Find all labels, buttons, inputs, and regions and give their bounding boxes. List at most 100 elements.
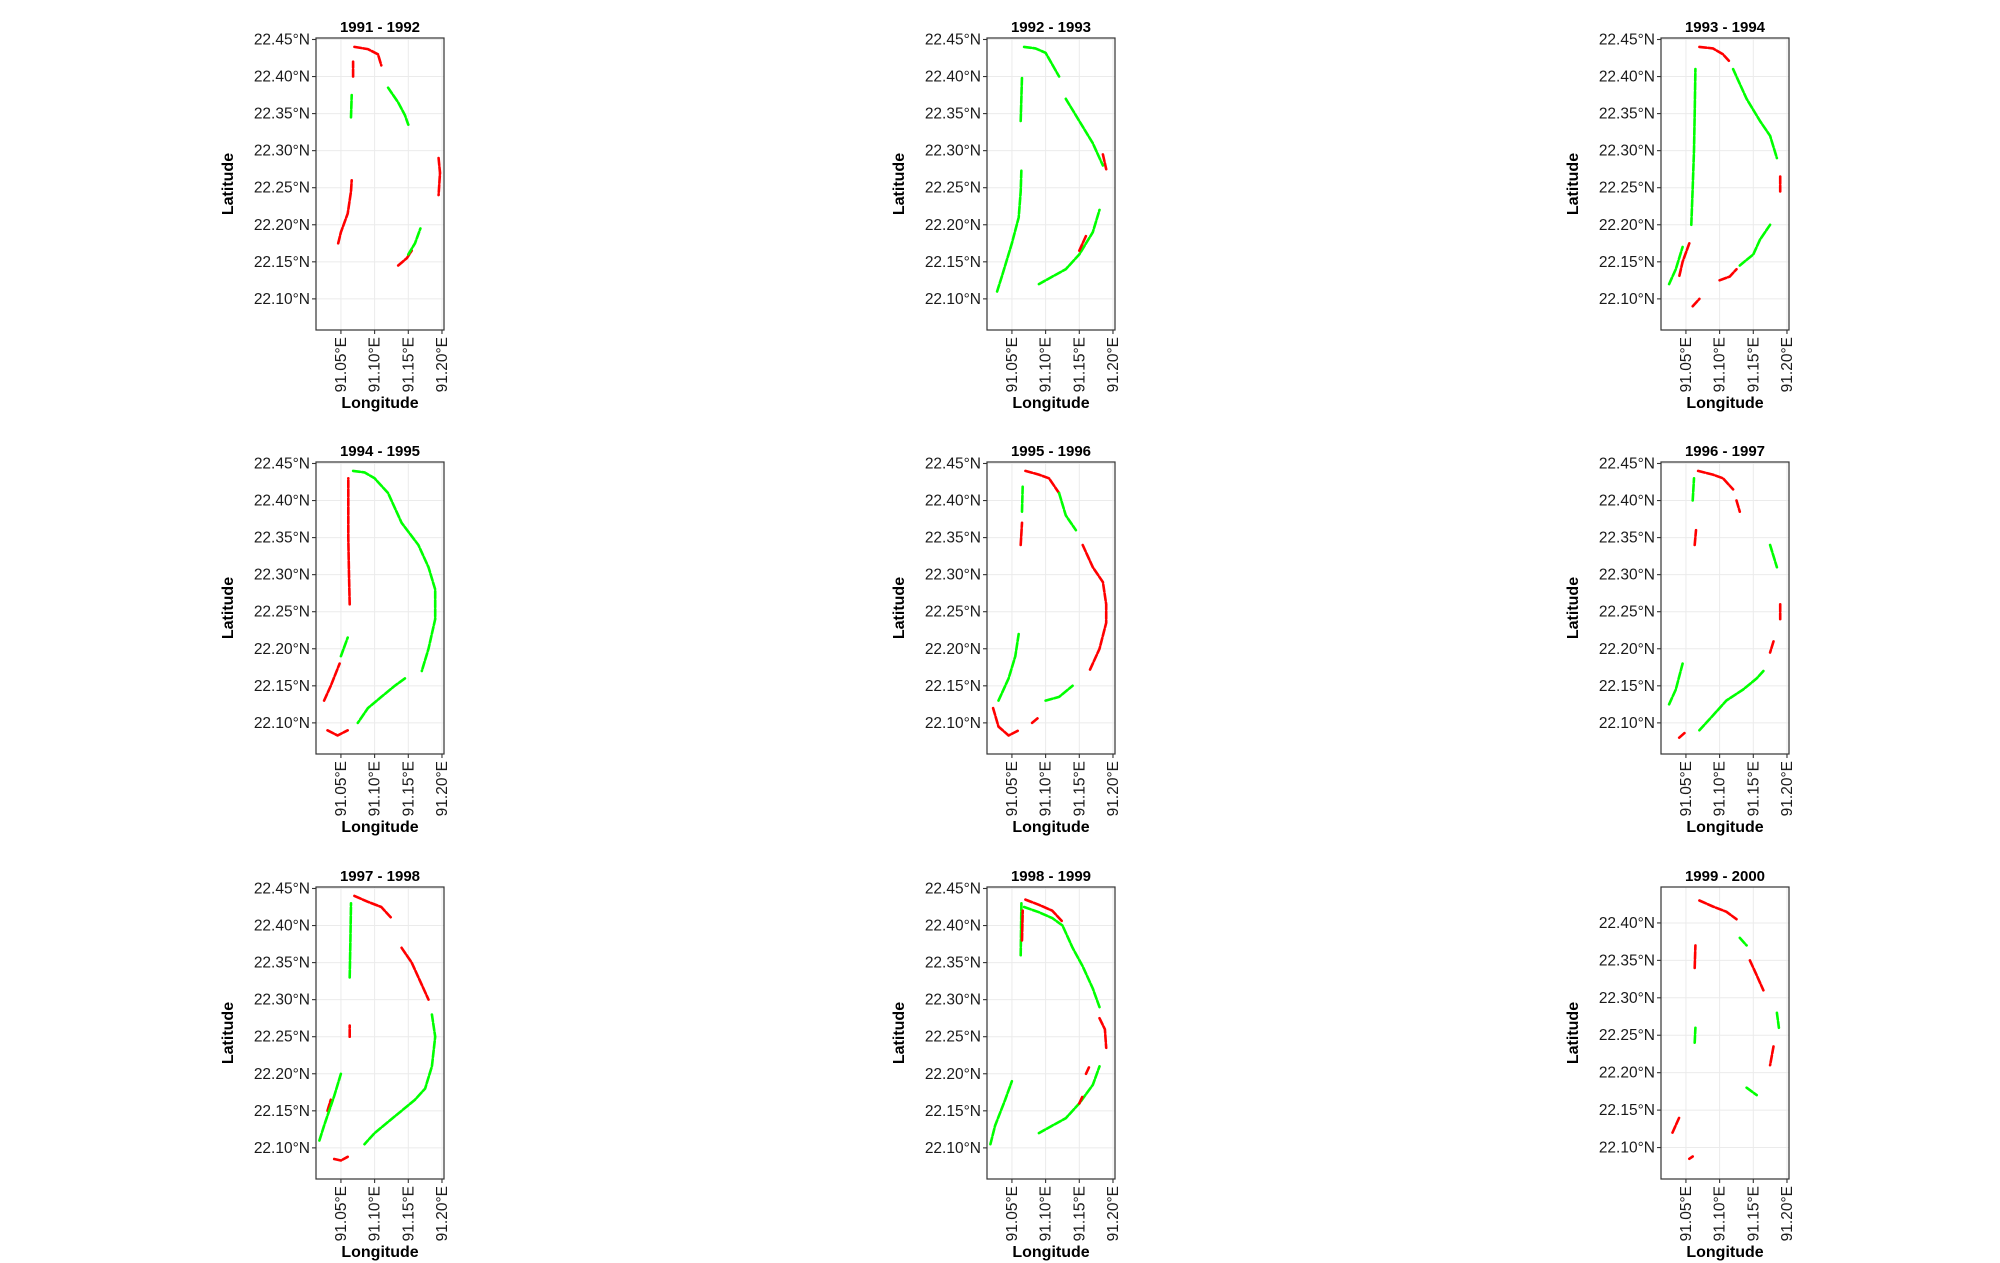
y-tick-label: 22.10°N [1599,291,1655,308]
x-tick-label: 91.10°E [367,761,384,816]
y-tick-label: 22.45°N [1599,455,1655,472]
x-axis-title: Longitude [341,395,418,412]
y-tick-label: 22.25°N [925,604,981,621]
erosion-shoreline-segment [1024,898,1064,924]
y-tick-label: 22.10°N [254,1140,310,1157]
y-tick-label: 22.35°N [1599,530,1655,547]
y-tick-label: 22.25°N [925,180,981,197]
erosion-shoreline-segment [400,946,430,1001]
y-tick-label: 22.10°N [254,291,310,308]
map-panel: 1998 - 1999 22.10°N 22.15°N 22.20°N 22.25°N 2… [891,868,1122,1261]
y-tick-label: 22.35°N [254,530,310,547]
map-panel: 1996 - 1997 22.10°N 22.15°N 22.20°N 22.25°N 2… [1565,443,1796,836]
x-tick-label: 91.05°E [333,761,350,816]
map-panel: 1993 - 1994 22.10°N 22.15°N 22.20°N 22.25°N 2… [1565,19,1796,412]
y-tick-label: 22.40°N [254,493,310,510]
x-axis-title: Longitude [341,1244,418,1261]
panel-border [1660,37,1790,331]
y-tick-label: 22.15°N [254,254,310,271]
panel-border [986,37,1116,331]
erosion-shoreline-segment [1078,234,1088,252]
panel-title: 1999 - 2000 [1685,868,1765,885]
y-axis-title: Latitude [1565,153,1582,215]
erosion-shoreline-segment [346,476,352,606]
y-tick-label: 22.30°N [254,992,310,1009]
y-tick-label: 22.35°N [254,106,310,123]
accretion-shoreline-segment [363,1013,437,1146]
x-tick-label: 91.05°E [1678,1186,1695,1241]
y-tick-label: 22.40°N [925,69,981,86]
x-tick-label: 91.05°E [1678,337,1695,392]
erosion-shoreline-segment [1019,521,1024,547]
erosion-shoreline-segment [1101,153,1108,171]
y-tick-label: 22.25°N [254,1029,310,1046]
x-tick-label: 91.05°E [333,1186,350,1241]
y-tick-label: 22.20°N [1599,217,1655,234]
erosion-shoreline-segment [1718,267,1738,282]
x-tick-label: 91.20°E [1779,761,1796,816]
y-axis-title: Latitude [891,1002,908,1064]
y-tick-label: 22.45°N [925,455,981,472]
x-tick-label: 91.20°E [1105,337,1122,392]
erosion-shoreline-segment [991,706,1021,737]
accretion-shoreline-segment [1044,684,1074,702]
x-tick-label: 91.15°E [400,761,417,816]
y-tick-label: 22.25°N [1599,180,1655,197]
accretion-shoreline-segment [351,469,437,673]
y-tick-label: 22.20°N [925,1066,981,1083]
x-tick-label: 91.20°E [434,1186,451,1241]
x-tick-label: 91.20°E [434,761,451,816]
erosion-shoreline-segment [1698,899,1738,921]
map-panel: 1994 - 1995 22.10°N 22.15°N 22.20°N 22.25°N 2… [220,443,451,836]
x-tick-label: 91.05°E [1678,761,1695,816]
y-tick-label: 22.15°N [1599,254,1655,271]
erosion-shoreline-segment [326,728,350,737]
map-panel: 1991 - 1992 22.10°N 22.15°N 22.20°N 22.25°N 2… [220,19,451,412]
panel-border [986,886,1116,1180]
erosion-shoreline-segment [1768,1045,1775,1067]
y-tick-label: 22.40°N [925,918,981,935]
y-tick-label: 22.45°N [254,31,310,48]
erosion-shoreline-segment [1696,469,1735,491]
y-axis-title: Latitude [1565,577,1582,639]
x-axis-title: Longitude [1012,819,1089,836]
accretion-shoreline-segment [1667,245,1684,286]
y-tick-label: 22.35°N [925,106,981,123]
x-tick-label: 91.15°E [1745,761,1762,816]
map-panel: 1999 - 2000 22.10°N 22.15°N 22.20°N 22.25°N 2… [1565,868,1796,1261]
x-tick-label: 91.05°E [333,337,350,392]
erosion-shoreline-segment [1024,469,1061,495]
y-tick-label: 22.40°N [925,493,981,510]
accretion-shoreline-segment [1768,543,1779,569]
x-tick-label: 91.05°E [1004,337,1021,392]
accretion-shoreline-segment [318,1072,343,1142]
x-tick-label: 91.15°E [1071,1186,1088,1241]
accretion-shoreline-segment [1667,662,1684,706]
x-tick-label: 91.15°E [1745,1186,1762,1241]
y-tick-label: 22.45°N [254,455,310,472]
erosion-shoreline-segment [1691,297,1701,308]
accretion-shoreline-segment [1745,1086,1758,1097]
accretion-shoreline-segment [348,901,353,979]
x-tick-label: 91.20°E [1779,1186,1796,1241]
y-axis-title: Latitude [891,577,908,639]
erosion-shoreline-segment [1698,45,1731,64]
y-tick-label: 22.45°N [1599,31,1655,48]
y-tick-label: 22.25°N [1599,604,1655,621]
accretion-shoreline-segment [1691,476,1696,502]
accretion-shoreline-segment [1022,905,1101,1009]
erosion-shoreline-segment [1677,242,1691,278]
y-axis-title: Latitude [220,153,237,215]
erosion-shoreline-segment [336,179,354,245]
y-tick-label: 22.25°N [925,1029,981,1046]
accretion-shoreline-segment [1738,936,1748,947]
accretion-shoreline-segment [1731,67,1779,160]
accretion-shoreline-segment [995,167,1023,293]
y-tick-label: 22.35°N [925,530,981,547]
x-tick-label: 91.15°E [1071,337,1088,392]
accretion-shoreline-segment [356,677,407,725]
y-tick-label: 22.15°N [925,1103,981,1120]
x-tick-label: 91.10°E [1712,1186,1729,1241]
y-tick-label: 22.30°N [925,992,981,1009]
